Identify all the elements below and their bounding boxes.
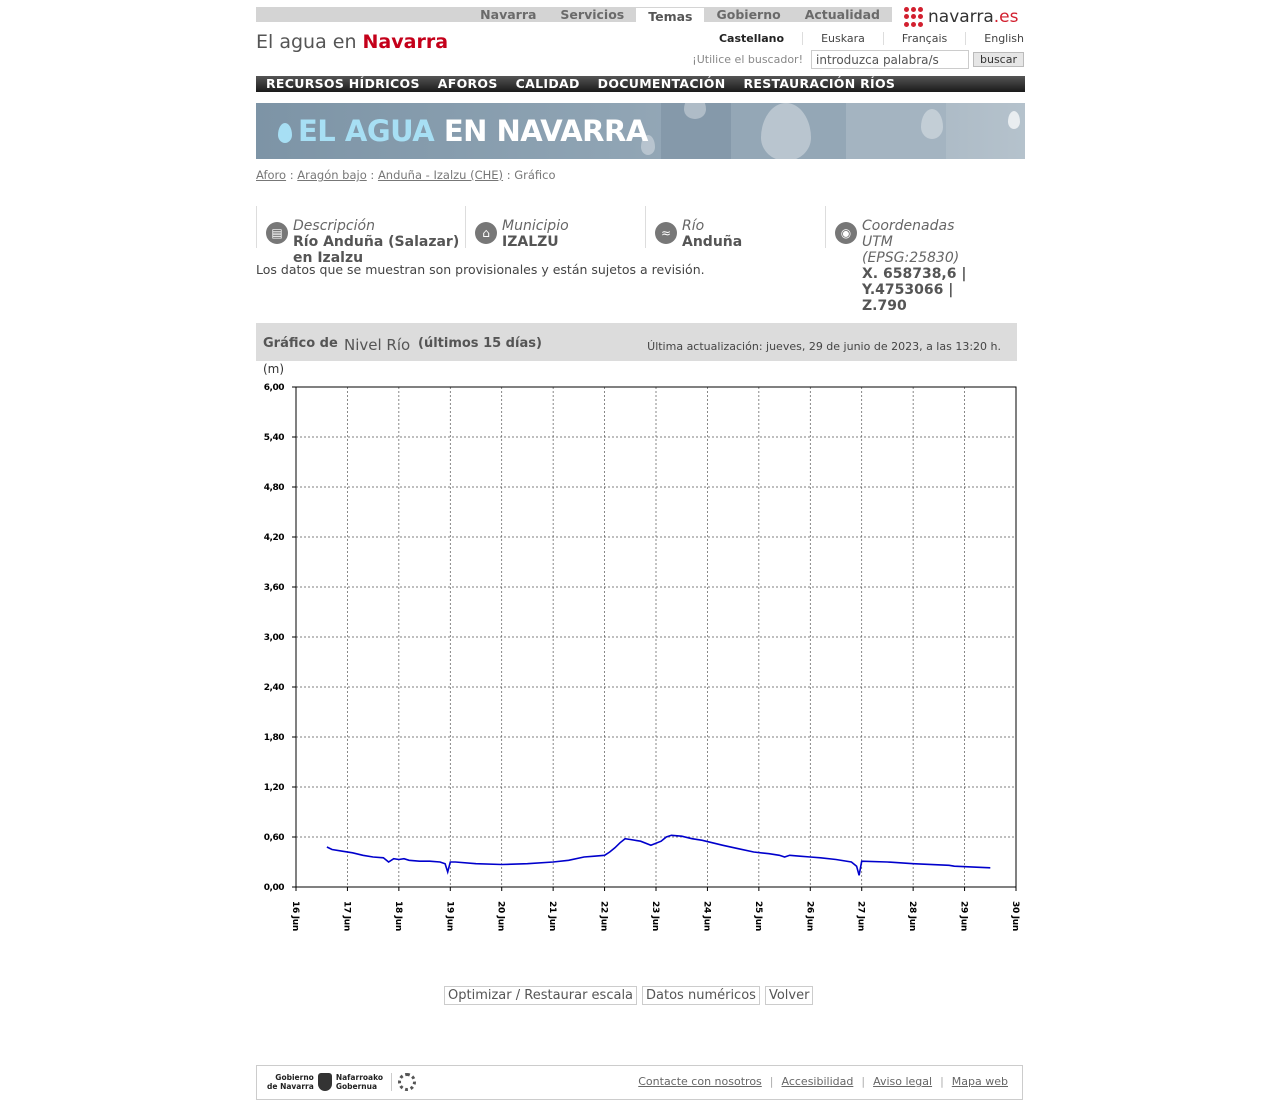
document-icon: ▤	[266, 222, 288, 244]
x-tick-label: 28 Jun	[907, 901, 917, 931]
tab-servicios[interactable]: Servicios	[560, 7, 625, 22]
x-tick-label: 20 Jun	[496, 901, 506, 931]
plot-frame	[295, 386, 1017, 888]
language-castellano[interactable]: Castellano	[718, 32, 785, 45]
chart-title-prefix: Gráfico de	[263, 336, 338, 351]
x-tick-label: 25 Jun	[753, 901, 763, 931]
info-municipio: ⌂ Municipio IZALZU	[465, 206, 646, 250]
government-logo[interactable]: Gobierno de Navarra Nafarroako Gobernua	[267, 1073, 417, 1091]
volver-button[interactable]: Volver	[764, 986, 814, 1005]
breadcrumb: Aforo : Aragón bajo : Anduña - Izalzu (C…	[256, 168, 556, 182]
optimizar-restaurar-escala-button[interactable]: Optimizar / Restaurar escala	[444, 986, 638, 1005]
chart-variable: Nivel Río	[344, 336, 411, 354]
x-tick-label: 21 Jun	[547, 901, 557, 931]
tab-actualidad[interactable]: Actualidad	[804, 7, 880, 22]
series-line-0	[326, 834, 991, 876]
chart-actions: Optimizar / Restaurar escala Datos numéri…	[444, 986, 818, 1005]
main-menu: RECURSOS HÍDRICOS AFOROS CALIDAD DOCUMENTAC…	[256, 76, 1025, 92]
info-coordenadas: ◉ Coordenadas UTM (EPSG:25830) X. 658738…	[825, 206, 1016, 314]
y-tick-label: 0,60	[264, 833, 284, 843]
menu-item-documentacion[interactable]: DOCUMENTACIÓN	[597, 76, 726, 91]
tab-gobierno[interactable]: Gobierno	[716, 7, 781, 22]
menu-item-restauracion-rios[interactable]: RESTAURACIÓN RÍOS	[743, 76, 896, 91]
y-tick-label: 1,80	[264, 733, 284, 743]
x-tick-label: 29 Jun	[959, 901, 969, 931]
x-tick-label: 18 Jun	[393, 901, 403, 931]
y-tick-label: 3,60	[264, 583, 284, 593]
dots-icon	[904, 7, 924, 27]
waves-icon: ≈	[655, 222, 677, 244]
datos-numericos-button[interactable]: Datos numéricos	[642, 986, 760, 1005]
x-tick-label: 16 Jun	[290, 901, 300, 931]
footer-link-aviso-legal[interactable]: Aviso legal	[873, 1075, 933, 1088]
menu-item-recursos-hidricos[interactable]: RECURSOS HÍDRICOS	[266, 76, 420, 91]
breadcrumb-aforo[interactable]: Aforo	[256, 168, 287, 182]
house-icon: ⌂	[475, 222, 497, 244]
navarra-logo[interactable]: navarra.es	[904, 6, 1019, 28]
last-update: Última actualización: jueves, 29 de juni…	[647, 340, 1001, 353]
x-tick-label: 30 Jun	[1010, 901, 1020, 931]
footer-link-contacte-con-nosotros[interactable]: Contacte con nosotros	[638, 1075, 762, 1088]
river-level-chart: (m) 0,00 0,60 1,20 1,80 2,40 3,00 3,60 4,20 4,80 5…	[263, 362, 1020, 931]
y-tick-label: 4,20	[264, 533, 284, 543]
water-drop-icon	[278, 123, 292, 143]
x-tick-label: 26 Jun	[804, 901, 814, 931]
target-icon: ◉	[835, 222, 857, 244]
top-navigation: Navarra Servicios Temas Gobierno Actualidad	[256, 7, 892, 26]
breadcrumb-aragon-bajo[interactable]: Aragón bajo	[297, 168, 367, 182]
language-english[interactable]: English	[965, 32, 1024, 45]
y-tick-label: 6,00	[264, 383, 284, 393]
footer-links: Contacte con nosotros | Accesibilidad | Avis…	[638, 1075, 1008, 1088]
banner-title: EL AGUA EN NAVARRA	[278, 114, 648, 148]
search-button[interactable]: buscar	[973, 52, 1024, 67]
chart-title-suffix: (últimos 15 días)	[418, 336, 542, 351]
x-tick-label: 24 Jun	[701, 901, 711, 931]
x-tick-label: 22 Jun	[599, 901, 609, 931]
breadcrumb-current: Gráfico	[514, 168, 556, 182]
tab-navarra[interactable]: Navarra	[480, 7, 537, 22]
language-selector: Castellano Euskara Français English	[701, 32, 1024, 45]
chart-header: Gráfico de Nivel Río (últimos 15 días) Ú…	[256, 323, 1017, 361]
banner: EL AGUA EN NAVARRA	[256, 103, 1025, 159]
agenda-2030-icon	[398, 1073, 417, 1091]
x-tick-label: 23 Jun	[650, 901, 660, 931]
search-bar: ¡Utilice el buscador! buscar	[692, 50, 1024, 69]
footer: Gobierno de Navarra Nafarroako Gobernua Co…	[256, 1065, 1023, 1100]
language-euskara[interactable]: Euskara	[802, 32, 883, 45]
footer-link-accesibilidad[interactable]: Accesibilidad	[781, 1075, 854, 1088]
coat-of-arms-icon	[317, 1073, 332, 1091]
info-rio: ≈ Río Anduña	[645, 206, 826, 250]
y-tick-label: 3,00	[264, 633, 284, 643]
footer-link-mapa-web[interactable]: Mapa web	[951, 1075, 1008, 1088]
y-tick-label: 0,00	[264, 883, 284, 893]
menu-item-calidad[interactable]: CALIDAD	[515, 76, 580, 91]
site-title[interactable]: El agua en Navarra	[256, 31, 449, 53]
tab-temas[interactable]: Temas	[636, 8, 705, 26]
provisional-notice: Los datos que se muestran son provisiona…	[256, 262, 705, 277]
x-tick-label: 27 Jun	[856, 901, 866, 931]
y-tick-label: 5,40	[264, 433, 284, 443]
search-hint: ¡Utilice el buscador!	[692, 53, 803, 66]
y-tick-label: 4,80	[264, 483, 284, 493]
menu-item-aforos[interactable]: AFOROS	[437, 76, 498, 91]
language-francais[interactable]: Français	[882, 32, 965, 45]
logo-text: navarra.es	[928, 7, 1019, 27]
y-axis-label: (m)	[263, 362, 284, 376]
breadcrumb-station[interactable]: Anduña - Izalzu (CHE)	[377, 168, 504, 182]
page: Navarra Servicios Temas Gobierno Actualidad …	[256, 0, 1025, 1100]
x-tick-label: 19 Jun	[444, 901, 454, 931]
y-tick-label: 1,20	[264, 783, 284, 793]
search-input[interactable]	[811, 50, 969, 69]
x-tick-label: 17 Jun	[341, 901, 351, 931]
info-descripcion: ▤ Descripción Río Anduña (Salazar) en Iz…	[256, 206, 465, 266]
y-tick-label: 2,40	[264, 683, 284, 693]
